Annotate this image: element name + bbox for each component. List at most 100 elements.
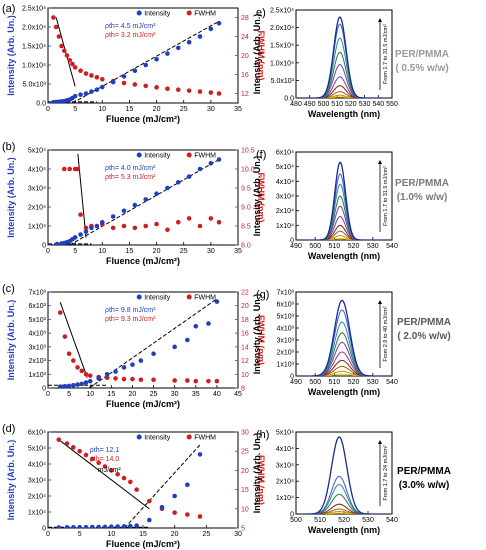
spectrum-f-4: [296, 216, 392, 240]
intensity-point-d-1: [64, 525, 70, 528]
legend-label-fwhm-a: FWHM: [194, 11, 216, 18]
legend-label-intensity-c: Intensity: [144, 295, 171, 302]
fwhm-point-b-9: [121, 223, 127, 229]
xtick-label-c-1: 5: [67, 391, 71, 398]
spectrum-e-1: [296, 94, 392, 98]
fwhm-point-c-9: [104, 375, 110, 381]
spectrum-h-6: [296, 475, 392, 514]
legend-label-fwhm-b: FWHM: [194, 153, 216, 160]
threshold-fwhm-c: ρth= 9.3 mJ/cm²: [105, 316, 156, 323]
spectrum-g-3: [296, 359, 392, 376]
xtick-label-g-3: 520: [348, 379, 360, 386]
spectrum-f-6: [296, 195, 392, 240]
fwhm-point-d-12: [134, 487, 139, 492]
xtick-label-b-1: 5: [73, 248, 77, 255]
xtick-label-g-0: 490: [290, 379, 302, 386]
y2tick-label-d-1: 10: [241, 506, 249, 513]
ytick-label-f-0: 0: [290, 238, 294, 245]
plot-area-a: [48, 15, 222, 103]
ytick-label-a-2: 1.0x10⁴: [22, 63, 46, 70]
xtick-label-b-3: 15: [126, 248, 134, 255]
side-label-3-line2: ( 2.0% w/w): [397, 331, 450, 342]
spectrum-f-0: [296, 238, 392, 240]
intensity-point-b-7: [78, 232, 83, 237]
intensity-point-c-17: [193, 323, 199, 329]
y2tick-label-d-4: 25: [241, 449, 249, 456]
ytick-label-a-5: 2.5x10⁴: [22, 6, 46, 13]
xtick-label-e-3: 510: [331, 101, 343, 108]
intensity-point-c-9: [104, 371, 110, 377]
ytick-label-f-3: 3x10⁴: [276, 194, 294, 201]
panel-label-f: (f): [256, 149, 266, 161]
ytick-label-b-1: 1x10⁴: [28, 224, 46, 231]
ytick-label-d-3: 3x10⁴: [28, 478, 46, 485]
legend-marker-fwhm-c: [186, 294, 192, 300]
intensity-point-a-21: [186, 39, 192, 45]
fwhm-point-a-22: [197, 89, 203, 94]
xtick-label-f-5: 540: [386, 243, 398, 250]
fwhm-point-d-0: [56, 437, 62, 442]
xtick-label-d-4: 20: [171, 531, 179, 538]
fwhm-point-a-9: [78, 68, 83, 73]
xtick-label-b-7: 35: [234, 248, 242, 255]
intensity-point-a-22: [197, 34, 203, 39]
spectrum-e-7: [296, 37, 392, 98]
ytick-label-f-2: 2x10⁴: [276, 208, 294, 215]
side-label-1-line2: ( 0.5% w/w): [395, 63, 448, 74]
fwhm-point-b-15: [186, 216, 192, 221]
fit-intensity-d: [124, 444, 201, 528]
fwhm-point-c-7: [87, 373, 93, 378]
plot-area-d: [48, 437, 203, 528]
fwhm-point-b-3: [75, 166, 81, 172]
y-axis-title-d: Intensity (Arb. Un.): [6, 440, 16, 521]
xtick-label-f-1: 500: [309, 243, 321, 250]
spectrum-g-1: [296, 370, 392, 376]
intensity-point-d-5: [90, 524, 95, 528]
xtick-label-e-6: 540: [372, 101, 384, 108]
intensity-point-b-8: [83, 229, 89, 234]
fwhm-point-a-15: [121, 80, 127, 86]
intensity-point-b-14: [132, 202, 138, 208]
ytick-label-c-2: 2x10³: [28, 358, 46, 365]
ytick-label-g-2: 2x10³: [276, 350, 294, 357]
panel-label-h: (h): [256, 429, 269, 441]
fwhm-point-d-1: [64, 441, 70, 446]
ytick-label-c-7: 7x10³: [28, 290, 46, 297]
fwhm-point-d-16: [185, 512, 190, 517]
intensity-point-a-13: [99, 84, 105, 90]
plot-frame-b: [47, 149, 239, 246]
fwhm-point-c-3: [71, 358, 76, 363]
ytick-label-c-5: 5x10³: [28, 317, 46, 324]
xtick-label-c-6: 30: [171, 391, 179, 398]
fwhm-point-a-18: [154, 85, 159, 90]
fwhm-point-b-0: [61, 166, 67, 172]
ytick-label-h-2: 2x10⁴: [276, 479, 294, 486]
chart-c: (c) 0 5 10 15 20 25 30 35 40 45 0 1x10³ 2x10³ 3x10³ 4x1…: [2, 283, 266, 409]
y-axis-title-f: Intensity (Arb. Un.): [252, 156, 262, 237]
fluence-arrow-head-e: [378, 18, 382, 22]
legend-label-fwhm-c: FWHM: [194, 295, 216, 302]
threshold-fwhm-a: ρth= 3.2 mJ/cm²: [105, 32, 156, 39]
side-label-3: PER/PMMA ( 2.0% w/w): [397, 317, 451, 342]
fwhm-point-c-18: [206, 378, 211, 384]
fwhm-point-a-6: [67, 57, 73, 63]
ytick-label-b-2: 2x10⁴: [28, 205, 46, 212]
side-label-4-line2: (3.0% w/w): [399, 480, 450, 491]
threshold-intensity-a: ρth= 4.5 mJ/cm²: [105, 23, 156, 30]
xtick-label-g-4: 530: [367, 379, 379, 386]
intensity-point-d-14: [159, 504, 165, 510]
spectrum-g-2: [296, 365, 392, 376]
panel-label-e: e): [256, 7, 266, 19]
y2tick-label-a-1: 16: [241, 72, 249, 79]
xtick-label-e-1: 490: [304, 101, 316, 108]
ytick-label-h-5: 5x10⁴: [276, 430, 294, 437]
intensity-point-d-16: [185, 482, 190, 488]
legend-marker-fwhm-b: [186, 152, 192, 158]
ytick-label-h-0: 0: [290, 512, 294, 519]
xtick-label-c-4: 20: [129, 391, 137, 398]
intensity-point-c-18: [206, 321, 211, 326]
spectrum-f-9: [296, 161, 392, 240]
fwhm-point-c-5: [79, 368, 85, 374]
fwhm-point-d-8: [109, 468, 114, 473]
